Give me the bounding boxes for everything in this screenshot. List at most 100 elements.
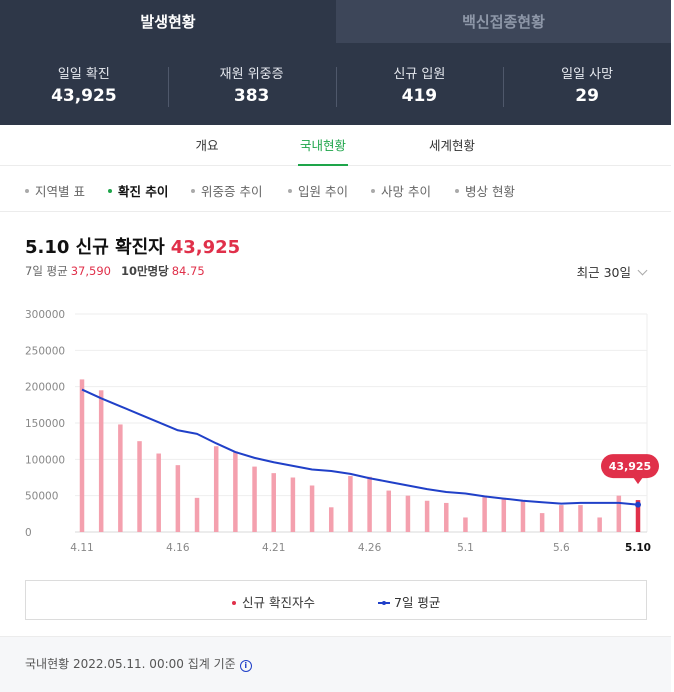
- filter-admission-trend[interactable]: 입원 추이: [288, 181, 348, 200]
- bar: [578, 505, 583, 532]
- highlight-label: 43,925: [609, 460, 651, 473]
- legend-label: 신규 확진자수: [242, 595, 315, 610]
- y-tick-label: 200000: [25, 382, 65, 394]
- line-marker-icon: [378, 601, 390, 605]
- bar: [213, 446, 219, 532]
- bar: [463, 517, 468, 532]
- filter-label: 확진 추이: [118, 184, 169, 199]
- bar: [539, 513, 545, 532]
- chart-legend: 신규 확진자수 7일 평균: [25, 580, 647, 620]
- bar: [386, 490, 392, 532]
- bar: [290, 477, 296, 532]
- tab-world[interactable]: 세계현황: [428, 138, 476, 153]
- bullet-icon: [371, 188, 375, 193]
- x-tick-label: 5.10: [625, 542, 651, 554]
- stat-label: 신규 입원: [393, 66, 446, 82]
- filter-critical-trend[interactable]: 위중증 추이: [191, 181, 262, 200]
- filter-label: 위중증 추이: [201, 184, 263, 199]
- bar: [444, 502, 449, 532]
- y-tick-label: 100000: [25, 454, 65, 466]
- stat-value: 419: [401, 85, 438, 106]
- x-tick-label: 4.21: [262, 542, 285, 554]
- chevron-down-icon: [637, 265, 648, 276]
- bar: [137, 441, 142, 532]
- tab-domestic[interactable]: 국내현황: [297, 125, 349, 166]
- filter-bar: 지역별 표 확진 추이 위중증 추이 입원 추이 사망 추이 병상 현황: [0, 166, 671, 212]
- headline-title: 5.10 신규 확진자: [25, 237, 165, 258]
- bar: [520, 501, 526, 532]
- filter-cases-trend[interactable]: 확진 추이: [108, 181, 168, 200]
- y-tick-label: 300000: [25, 309, 65, 321]
- stat-value: 29: [575, 85, 599, 106]
- bar: [98, 390, 104, 532]
- legend-item-bars[interactable]: 신규 확진자수: [232, 592, 315, 611]
- stat-label: 일일 확진: [57, 66, 110, 82]
- legend-item-line[interactable]: 7일 평균: [378, 592, 440, 611]
- highlight-bubble: [601, 454, 659, 479]
- x-tick-label: 4.11: [70, 542, 93, 554]
- footer: 국내현황 2022.05.11. 00:00 집계 기준 i: [0, 636, 671, 692]
- bar: [405, 495, 411, 532]
- range-dropdown[interactable]: 최근 30일: [576, 262, 648, 281]
- filter-label: 병상 현황: [465, 184, 515, 199]
- tab-outbreak-status[interactable]: 발생현황: [0, 0, 336, 43]
- bullet-icon: [455, 188, 459, 193]
- bar: [616, 495, 622, 532]
- bar: [309, 485, 315, 532]
- stat-value: 43,925: [51, 85, 117, 106]
- bar: [635, 500, 641, 532]
- stat-label: 일일 사망: [561, 66, 614, 82]
- avg-point-last: [635, 501, 641, 508]
- info-icon[interactable]: i: [239, 660, 252, 672]
- cases-chart: 0 50000 100000 150000 200000 250000 300000 4.11…: [25, 309, 659, 554]
- x-tick-label: 5.1: [457, 542, 474, 554]
- avg-line: [81, 388, 639, 506]
- sub-tabs: 개요 국내현황 세계현황: [0, 125, 671, 166]
- filter-beds-status[interactable]: 병상 현황: [455, 181, 515, 200]
- x-tick-label: 4.16: [166, 542, 190, 554]
- headline-value: 43,925: [170, 237, 241, 258]
- bar: [424, 500, 430, 532]
- bar: [367, 476, 372, 532]
- stat-new-admissions: 신규 입원 419: [335, 63, 504, 107]
- filter-region-table[interactable]: 지역별 표: [25, 181, 85, 200]
- stat-daily-deaths: 일일 사망 29: [503, 63, 671, 107]
- bar: [156, 453, 161, 532]
- tab-overview[interactable]: 개요: [195, 138, 219, 153]
- top-tabs: 발생현황 백신접종현황: [0, 0, 671, 43]
- y-tick-label: 150000: [25, 418, 65, 430]
- status-header: 발생현황 백신접종현황 일일 확진 43,925 재원 위중증 383 신규 입…: [0, 0, 671, 125]
- chart-headline: 5.10 신규 확진자 43,925: [25, 233, 240, 259]
- filter-label: 사망 추이: [381, 184, 431, 199]
- bar: [328, 507, 334, 532]
- tab-vaccination-status[interactable]: 백신접종현황: [336, 0, 671, 43]
- x-tick-label: 5.6: [553, 542, 570, 554]
- stat-daily-cases: 일일 확진 43,925: [0, 63, 168, 106]
- per-value: 84.75: [171, 264, 205, 278]
- stats-row: 일일 확진 43,925 재원 위중증 383 신규 입원 419 일일 사망 …: [0, 43, 671, 125]
- bullet-icon: [288, 188, 292, 193]
- chart-subline: 7일 평균 37,590 10만명당 84.75: [25, 263, 215, 279]
- filter-death-trend[interactable]: 사망 추이: [371, 181, 431, 200]
- range-label: 최근 30일: [576, 265, 631, 280]
- stat-critical: 재원 위중증 383: [167, 63, 336, 107]
- stat-value: 383: [233, 85, 270, 106]
- legend-label: 7일 평균: [394, 595, 441, 610]
- bullet-icon: [108, 188, 112, 193]
- bar: [482, 497, 487, 532]
- bar: [252, 466, 257, 532]
- y-tick-label: 250000: [25, 345, 65, 357]
- bar: [233, 451, 238, 532]
- footer-label: 국내현황 2022.05.11. 00:00 집계 기준: [25, 657, 236, 671]
- per-label: 10만명당: [120, 264, 169, 278]
- stat-label: 재원 위중증: [219, 66, 284, 82]
- bullet-icon: [25, 188, 29, 193]
- bar: [79, 379, 85, 532]
- bar: [501, 497, 507, 532]
- bullet-icon: [191, 188, 195, 193]
- x-tick-label: 4.26: [358, 542, 382, 554]
- bar: [194, 497, 200, 532]
- highlight-pointer: [633, 477, 643, 485]
- bar: [175, 465, 181, 532]
- footer-text: 국내현황 2022.05.11. 00:00 집계 기준 i: [25, 655, 252, 672]
